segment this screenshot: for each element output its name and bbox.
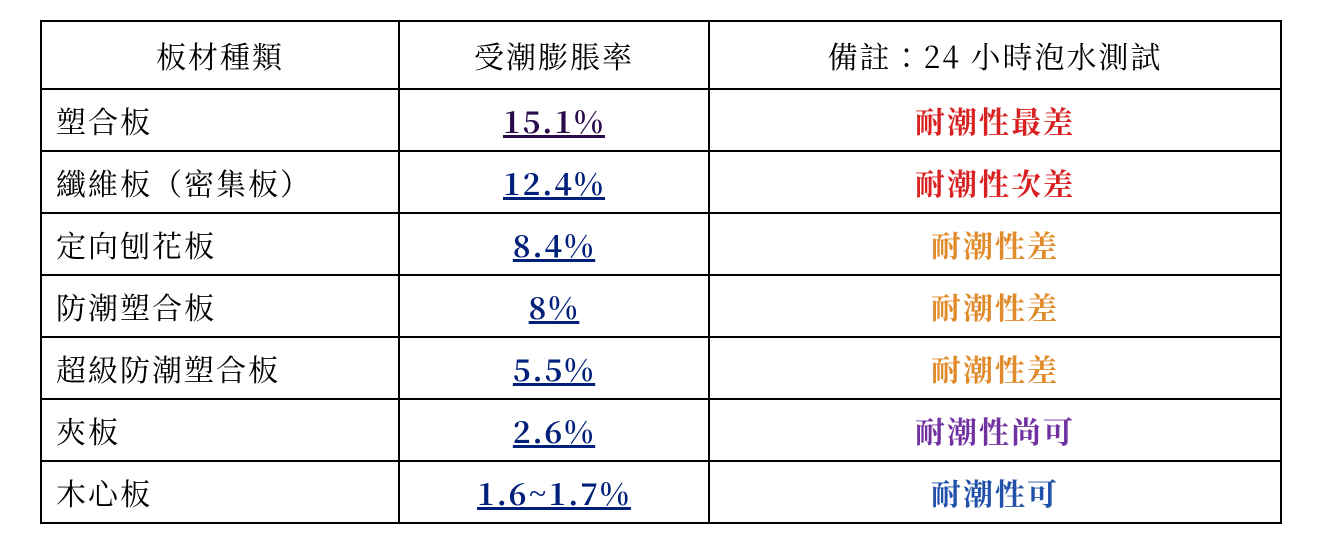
cell-rate: 5.5%	[399, 337, 709, 399]
table-row: 定向刨花板 8.4% 耐潮性差	[41, 213, 1281, 275]
cell-rate: 8.4%	[399, 213, 709, 275]
cell-note: 耐潮性尚可	[709, 399, 1281, 461]
cell-rate: 12.4%	[399, 151, 709, 213]
table-body: 塑合板 15.1% 耐潮性最差 纖維板（密集板） 12.4% 耐潮性次差 定向刨…	[41, 89, 1281, 523]
table-header-row: 板材種類 受潮膨脹率 備註：24 小時泡水測試	[41, 21, 1281, 89]
table-row: 超級防潮塑合板 5.5% 耐潮性差	[41, 337, 1281, 399]
cell-type: 夾板	[41, 399, 399, 461]
table-row: 塑合板 15.1% 耐潮性最差	[41, 89, 1281, 151]
cell-rate: 1.6~1.7%	[399, 461, 709, 523]
cell-note: 耐潮性差	[709, 213, 1281, 275]
cell-rate: 15.1%	[399, 89, 709, 151]
cell-note: 耐潮性次差	[709, 151, 1281, 213]
column-header-rate: 受潮膨脹率	[399, 21, 709, 89]
cell-note: 耐潮性最差	[709, 89, 1281, 151]
cell-type: 防潮塑合板	[41, 275, 399, 337]
cell-type: 定向刨花板	[41, 213, 399, 275]
cell-note: 耐潮性差	[709, 337, 1281, 399]
board-moisture-table: 板材種類 受潮膨脹率 備註：24 小時泡水測試 塑合板 15.1% 耐潮性最差 …	[40, 20, 1282, 524]
cell-type: 木心板	[41, 461, 399, 523]
cell-type: 超級防潮塑合板	[41, 337, 399, 399]
table-row: 夾板 2.6% 耐潮性尚可	[41, 399, 1281, 461]
cell-rate: 8%	[399, 275, 709, 337]
cell-note: 耐潮性可	[709, 461, 1281, 523]
table-row: 纖維板（密集板） 12.4% 耐潮性次差	[41, 151, 1281, 213]
table-row: 防潮塑合板 8% 耐潮性差	[41, 275, 1281, 337]
column-header-note: 備註：24 小時泡水測試	[709, 21, 1281, 89]
cell-type: 纖維板（密集板）	[41, 151, 399, 213]
table-row: 木心板 1.6~1.7% 耐潮性可	[41, 461, 1281, 523]
cell-note: 耐潮性差	[709, 275, 1281, 337]
column-header-type: 板材種類	[41, 21, 399, 89]
cell-rate: 2.6%	[399, 399, 709, 461]
cell-type: 塑合板	[41, 89, 399, 151]
